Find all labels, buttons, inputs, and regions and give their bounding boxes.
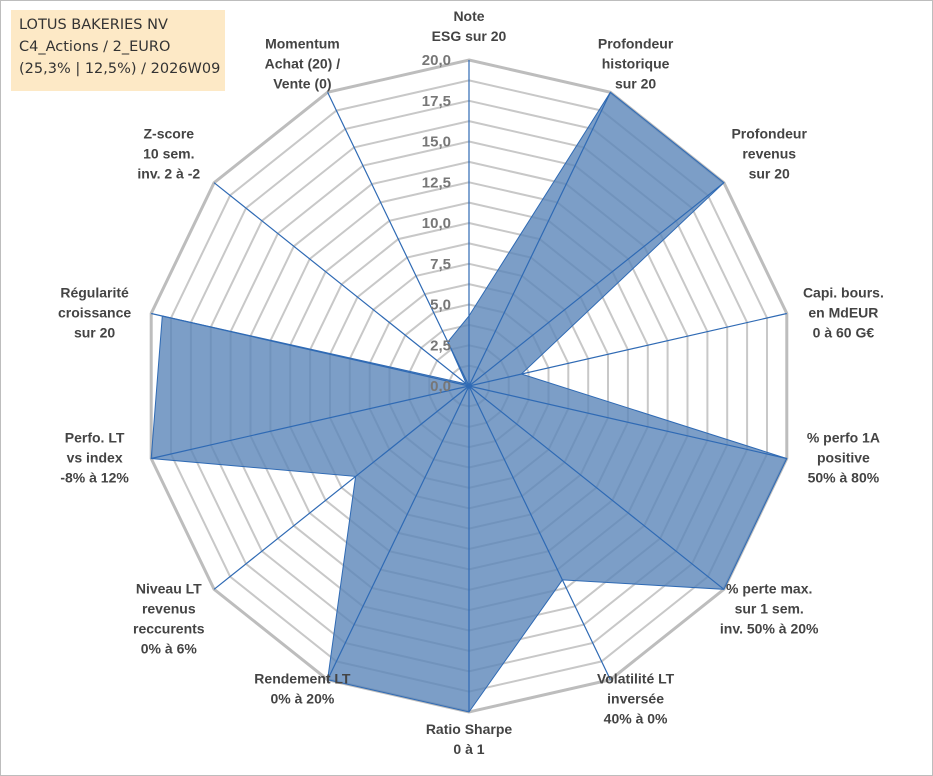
- category-label-line: sur 20: [749, 166, 790, 182]
- axis-spoke: [213, 385, 470, 590]
- tick-label: 5,0: [430, 297, 451, 314]
- tick-label: 20,0: [422, 52, 451, 69]
- category-label-line: Régularité: [60, 285, 129, 301]
- category-label-line: Capi. bours.: [803, 285, 884, 301]
- category-label: Régularité croissance sur 20: [58, 285, 131, 341]
- stock-stats: (25,3% | 12,5%) / 2026W09: [19, 61, 221, 77]
- category-label-line: 50% à 80%: [808, 470, 880, 486]
- tick-label: 0,0: [430, 378, 451, 395]
- tick-label: 17,5: [422, 93, 451, 110]
- category-label-line: vs index: [67, 450, 123, 466]
- category-label-line: Rendement LT: [254, 671, 351, 687]
- category-label-line: 0% à 20%: [270, 691, 334, 707]
- category-label-line: sur 20: [74, 325, 115, 341]
- category-label-line: Ratio Sharpe: [426, 721, 513, 737]
- category-label: Volatilité LT inversée 40% à 0%: [597, 671, 675, 727]
- category-label: Perfo. LT vs index -8% à 12%: [60, 430, 129, 486]
- category-label: Ratio Sharpe 0 à 1: [426, 721, 513, 757]
- category-label-line: ESG sur 20: [432, 28, 507, 44]
- category-label: Niveau LT revenus reccurents 0% à 6%: [133, 580, 205, 656]
- category-label-line: inv. 50% à 20%: [720, 620, 819, 636]
- category-label-line: inv. 2 à -2: [137, 166, 200, 182]
- axis-spoke: [213, 182, 470, 387]
- axis-spoke: [468, 385, 725, 590]
- axis-spoke: [151, 385, 470, 460]
- category-label: Note ESG sur 20: [432, 8, 507, 44]
- axis-spoke: [468, 92, 611, 387]
- tick-layer: 0,0 2,5 5,0 7,5 10,0 12,5 15,0 17,5 20,0: [422, 52, 451, 395]
- axis-spoke: [468, 312, 787, 387]
- label-layer: Note ESG sur 20 Profondeur historique sur 20…: [58, 8, 884, 757]
- category-label-line: -8% à 12%: [60, 470, 129, 486]
- category-label-line: sur 20: [615, 75, 656, 91]
- tick-label: 12,5: [422, 174, 451, 191]
- stock-name: LOTUS BAKERIES NV: [19, 17, 168, 33]
- category-label-line: Profondeur: [598, 35, 674, 51]
- category-label: % perte max. sur 1 sem. inv. 50% à 20%: [720, 580, 819, 636]
- category-label-line: 0 à 1: [453, 741, 484, 757]
- category-label-line: Achat (20) /: [265, 55, 341, 71]
- tick-label: 15,0: [422, 134, 451, 151]
- category-label: Profondeur historique sur 20: [598, 35, 674, 91]
- axis-spoke: [327, 92, 470, 387]
- category-label-line: sur 1 sem.: [735, 600, 804, 616]
- category-label-line: Niveau LT: [136, 580, 202, 596]
- tick-label: 7,5: [430, 256, 451, 273]
- axis-spoke: [327, 385, 470, 680]
- category-label-line: Z-score: [144, 126, 195, 142]
- category-label-line: % perfo 1A: [807, 430, 880, 446]
- axis-spoke: [468, 182, 725, 387]
- category-label: Z-score 10 sem. inv. 2 à -2: [137, 126, 200, 182]
- category-label: Momentum Achat (20) / Vente (0): [265, 35, 341, 91]
- category-label-line: 10 sem.: [143, 146, 194, 162]
- category-label-line: revenus: [142, 600, 196, 616]
- axis-spoke: [468, 385, 611, 680]
- category-label-line: croissance: [58, 305, 131, 321]
- category-label-line: Note: [453, 8, 484, 24]
- category-label: Capi. bours. en MdEUR 0 à 60 G€: [803, 285, 884, 341]
- category-label-line: historique: [602, 55, 670, 71]
- axis-spoke: [151, 312, 470, 387]
- tick-label: 2,5: [430, 337, 451, 354]
- category-label-line: 0 à 60 G€: [813, 325, 875, 341]
- category-label-line: % perte max.: [726, 580, 812, 596]
- category-label-line: Momentum: [265, 35, 340, 51]
- category-label-line: Vente (0): [273, 75, 331, 91]
- category-label-line: Perfo. LT: [65, 430, 125, 446]
- category-label: Rendement LT 0% à 20%: [254, 671, 351, 707]
- category-label-line: 0% à 6%: [141, 640, 198, 656]
- tick-label: 10,0: [422, 215, 451, 232]
- category-label-line: inversée: [607, 691, 664, 707]
- category-label: Profondeur revenus sur 20: [731, 126, 807, 182]
- axis-layer: [151, 60, 787, 712]
- stock-info-box: LOTUS BAKERIES NV C4_Actions / 2_EURO (2…: [11, 10, 225, 91]
- stock-category: C4_Actions / 2_EURO: [19, 39, 171, 55]
- category-label-line: positive: [817, 450, 870, 466]
- category-label-line: reccurents: [133, 620, 205, 636]
- category-label: % perfo 1A positive 50% à 80%: [807, 430, 880, 486]
- category-label-line: revenus: [742, 146, 796, 162]
- category-label-line: en MdEUR: [808, 305, 878, 321]
- category-label-line: 40% à 0%: [604, 711, 668, 727]
- category-label-line: Profondeur: [731, 126, 807, 142]
- category-label-line: Volatilité LT: [597, 671, 675, 687]
- axis-spoke: [468, 385, 787, 460]
